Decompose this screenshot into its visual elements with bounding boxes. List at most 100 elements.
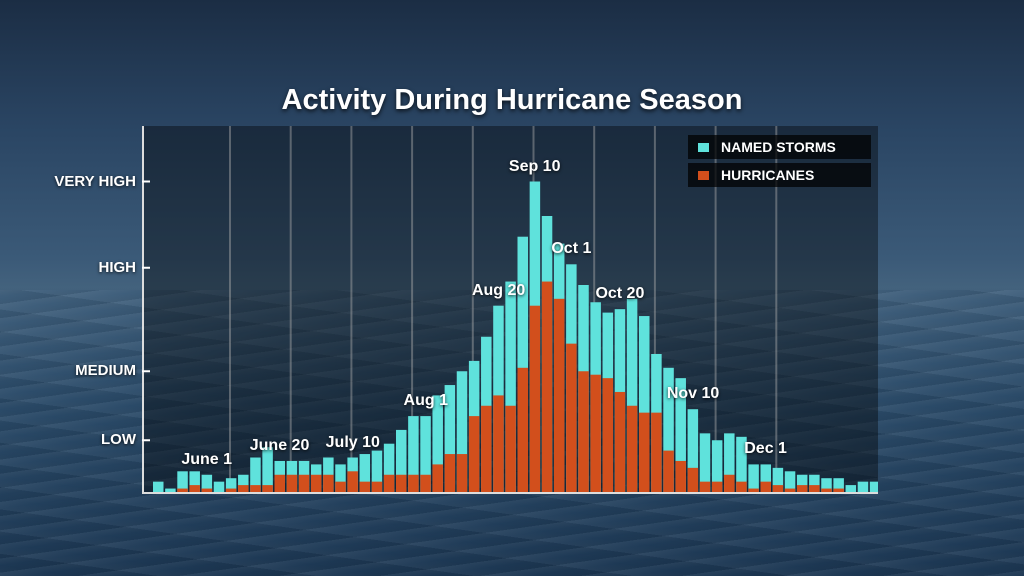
named-storms-bar (699, 433, 711, 492)
named-storms-bar (796, 474, 808, 492)
named-storms-bar (225, 478, 237, 492)
named-storms-bar (857, 481, 869, 492)
hurricanes-bar (833, 488, 844, 492)
hurricanes-bar (639, 412, 650, 492)
chart-title: Activity During Hurricane Season (281, 84, 743, 116)
hurricanes-bar (687, 467, 699, 492)
named-storms-bar (724, 433, 735, 492)
hurricanes-bar (529, 305, 541, 492)
hurricanes-bar (724, 474, 735, 492)
hurricanes-bar (310, 474, 322, 492)
named-storms-bar (687, 409, 699, 492)
date-annotation: Oct 1 (551, 240, 592, 258)
named-storms-bar (359, 454, 371, 492)
named-storms-bar (772, 467, 784, 492)
named-storms-bar (760, 464, 771, 492)
hurricanes-bar (821, 488, 832, 492)
legend-label-named-storms: NAMED STORMS (721, 139, 836, 155)
date-annotation: Oct 20 (595, 285, 645, 303)
named-storms-bar (444, 385, 456, 492)
named-storms-bar (736, 436, 747, 492)
hurricanes-bar (663, 450, 674, 492)
hurricanes-bar (189, 485, 200, 492)
hurricanes-bar (651, 412, 662, 492)
named-storms-bar (262, 447, 273, 492)
named-storms-bar (408, 416, 419, 492)
named-storms-bar (383, 443, 395, 492)
y-tick-label: HIGH (98, 258, 137, 276)
hurricanes-bar (784, 488, 796, 492)
hurricanes-bar (177, 488, 188, 492)
hurricanes-bar (541, 281, 553, 492)
hurricanes-bar (505, 405, 516, 492)
hurricanes-bar (286, 474, 298, 492)
plot-area (142, 126, 878, 494)
hurricanes-bar (444, 454, 456, 492)
hurricanes-bar (468, 416, 480, 492)
hurricanes-bar (626, 405, 638, 492)
hurricanes-bar (396, 474, 407, 492)
date-annotation: Sep 10 (508, 157, 561, 175)
named-storms-bar (748, 464, 759, 492)
named-storms-bar (784, 471, 796, 492)
hurricanes-bar (408, 474, 419, 492)
hurricanes-bar (323, 474, 334, 492)
hurricanes-bar (298, 474, 310, 492)
hurricanes-bar (809, 485, 820, 492)
hurricanes-bar (250, 485, 261, 492)
hurricanes-bar (602, 378, 614, 492)
hurricanes-bar (201, 488, 213, 492)
hurricanes-bar (796, 485, 808, 492)
named-storms-bar (626, 298, 638, 492)
hurricanes-bar (772, 485, 784, 492)
hurricanes-bar (675, 460, 686, 492)
hurricanes-bar (760, 481, 771, 492)
date-annotation: June 20 (249, 436, 310, 454)
hurricanes-bar (383, 474, 395, 492)
hurricanes-bar (578, 371, 589, 492)
named-storms-bar (201, 474, 213, 492)
named-storms-bar (505, 281, 516, 492)
date-annotation: Dec 1 (744, 440, 787, 458)
date-annotation: Aug 1 (403, 392, 448, 410)
hurricanes-bar (517, 367, 528, 492)
hurricanes-bar (238, 485, 249, 492)
hurricanes-bar (736, 481, 747, 492)
named-storms-bar (432, 395, 443, 492)
hurricanes-bar (371, 481, 383, 492)
date-annotation: Nov 10 (666, 385, 720, 403)
y-tick-label: VERY HIGH (54, 172, 136, 190)
hurricanes-bar (590, 374, 601, 492)
named-storms-bar (250, 457, 261, 492)
legend: NAMED STORMS HURRICANES (688, 135, 871, 191)
legend-item-hurricanes: HURRICANES (688, 163, 871, 187)
y-tick-label: LOW (101, 431, 136, 449)
hurricanes-swatch (698, 170, 709, 180)
hurricanes-bar (456, 454, 468, 492)
legend-label-hurricanes: HURRICANES (721, 167, 815, 183)
named-storms-bar (809, 474, 820, 492)
hurricanes-bar (347, 471, 358, 492)
hurricanes-bar (274, 474, 285, 492)
date-annotation: July 10 (325, 433, 380, 451)
named-storms-bar (639, 316, 650, 492)
hurricanes-bar (262, 485, 273, 492)
y-tick-label: MEDIUM (75, 362, 136, 380)
named-storms-bar (456, 371, 468, 492)
hurricanes-bar (699, 481, 711, 492)
named-storms-bar (177, 471, 188, 492)
hurricanes-bar (420, 474, 431, 492)
hurricanes-bar (614, 391, 626, 492)
hurricanes-bar (225, 488, 237, 492)
named-storms-bar (845, 485, 857, 492)
bar-chart (142, 126, 878, 494)
named-storms-bar (420, 416, 431, 492)
legend-item-named-storms: NAMED STORMS (688, 135, 871, 159)
hurricanes-bar (359, 481, 371, 492)
hurricanes-bar (553, 298, 565, 492)
named-storms-bar (165, 488, 176, 492)
named-storms-bar (335, 464, 346, 492)
named-storms-bar (869, 481, 878, 492)
named-storms-bar (663, 367, 674, 492)
named-storms-swatch (698, 142, 709, 152)
